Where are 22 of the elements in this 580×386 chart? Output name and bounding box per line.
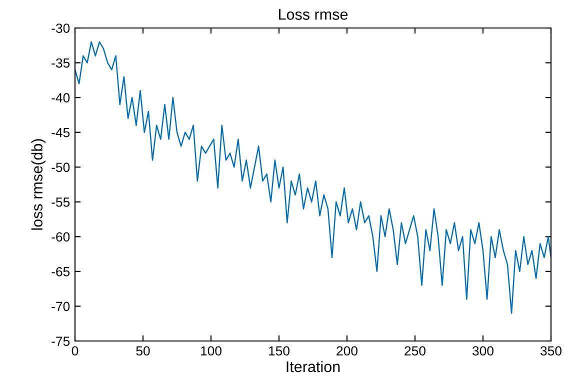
y-tick-label: -65 <box>52 267 70 276</box>
line-series <box>75 41 551 314</box>
y-tick-label: -40 <box>52 93 70 102</box>
x-tick-label: 200 <box>336 346 358 356</box>
y-tick-label: -55 <box>52 198 70 207</box>
y-tick-label: -45 <box>52 128 70 138</box>
y-axis-title: loss rmse(db) <box>31 139 46 230</box>
y-tick-label: -50 <box>52 162 70 172</box>
x-tick-label: 50 <box>136 346 150 356</box>
x-tick-label: 300 <box>472 346 494 356</box>
x-tick-label: 150 <box>269 346 290 356</box>
x-axis-title: Iteration <box>286 360 340 372</box>
x-tick-label: 250 <box>404 346 426 356</box>
y-tick-label: -60 <box>52 232 70 242</box>
chart-title: Loss rmse <box>279 9 348 20</box>
y-tick-label: -30 <box>52 24 70 33</box>
y-tick-label: -70 <box>52 302 70 312</box>
x-tick-label: 350 <box>540 346 562 356</box>
x-tick-label: 0 <box>72 346 78 356</box>
x-tick-label: 100 <box>201 346 222 356</box>
y-tick-label: -75 <box>52 336 70 346</box>
y-tick-label: -35 <box>52 58 70 68</box>
